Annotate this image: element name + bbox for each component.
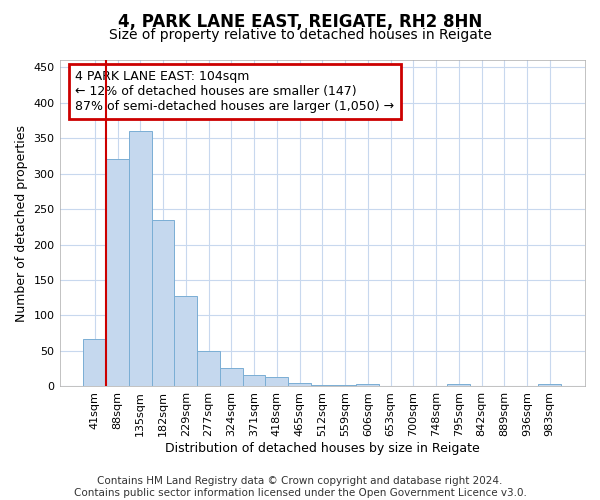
Y-axis label: Number of detached properties: Number of detached properties [15,124,28,322]
Bar [265,377,288,386]
Text: Contains HM Land Registry data © Crown copyright and database right 2024.
Contai: Contains HM Land Registry data © Crown c… [74,476,526,498]
Bar [356,384,379,386]
Text: 4 PARK LANE EAST: 104sqm
← 12% of detached houses are smaller (147)
87% of semi-: 4 PARK LANE EAST: 104sqm ← 12% of detach… [76,70,394,113]
Bar [83,339,106,386]
Text: Size of property relative to detached houses in Reigate: Size of property relative to detached ho… [109,28,491,42]
X-axis label: Distribution of detached houses by size in Reigate: Distribution of detached houses by size … [165,442,479,455]
Bar [311,385,334,386]
Bar [288,383,311,386]
Bar [334,385,356,386]
Bar [106,160,129,386]
Bar [152,220,175,386]
Bar [175,296,197,386]
Bar [129,131,152,386]
Bar [242,375,265,386]
Bar [448,384,470,386]
Bar [220,368,242,386]
Bar [197,351,220,386]
Text: 4, PARK LANE EAST, REIGATE, RH2 8HN: 4, PARK LANE EAST, REIGATE, RH2 8HN [118,12,482,30]
Bar [538,384,561,386]
